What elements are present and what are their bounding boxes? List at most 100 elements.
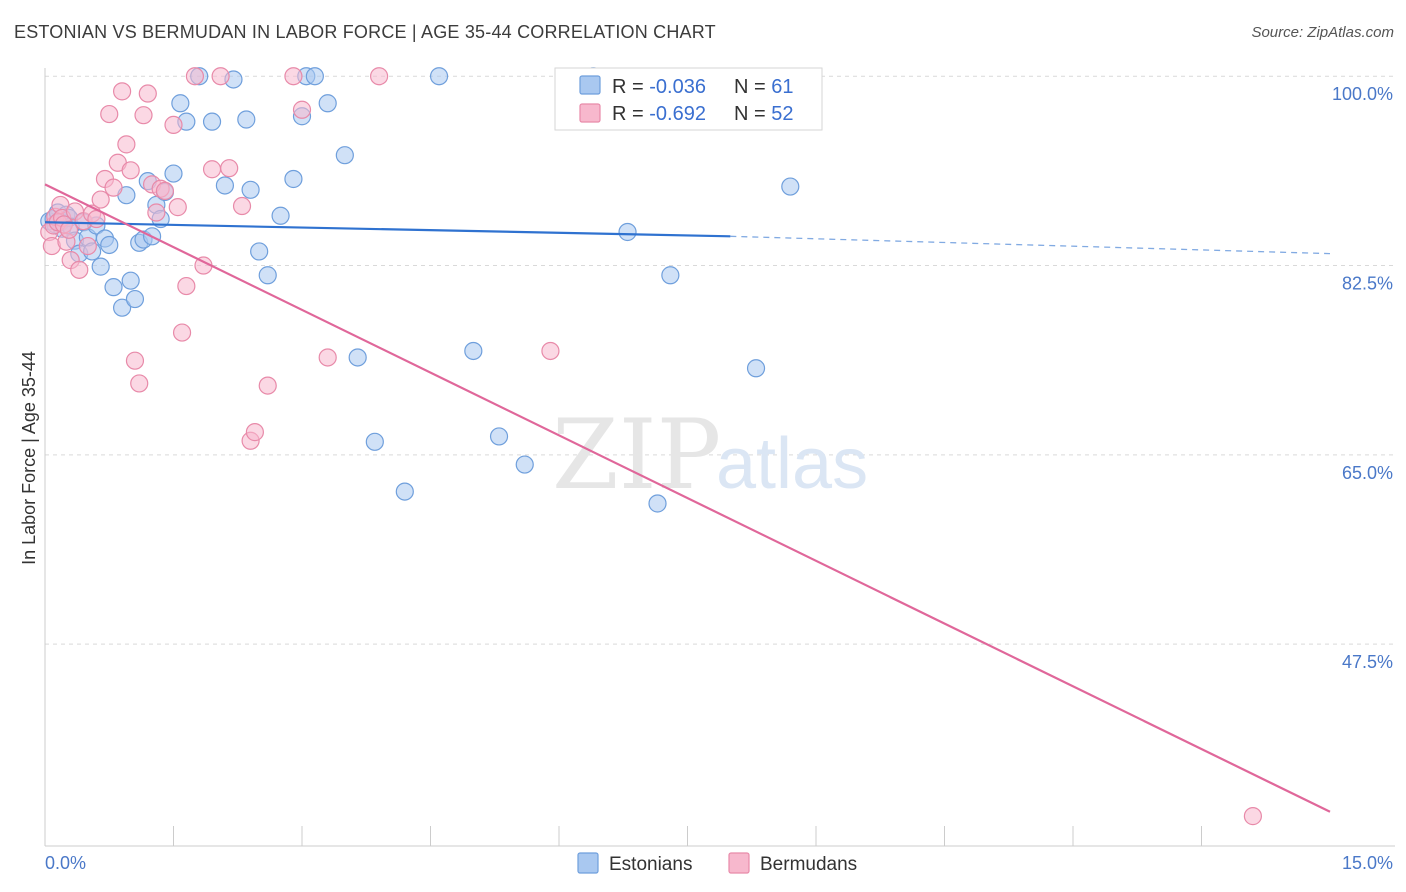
estonian-point [271, 206, 290, 225]
x-tick-labels: 0.0% 15.0% [45, 853, 1393, 873]
legend: R = -0.036 N = 61 R = -0.692 N = 52 [554, 67, 823, 131]
svg-text:N = 61: N = 61 [734, 76, 794, 98]
bottom-legend-swatch-estonians [577, 852, 599, 874]
estonian-point [258, 266, 277, 285]
legend-r-label: R = [612, 103, 649, 125]
bermudan-point [220, 159, 239, 178]
bermudan-point [59, 220, 79, 239]
estonian-point [125, 289, 145, 309]
trend-lines [44, 183, 1331, 813]
bermudan-point [164, 115, 183, 135]
legend-r-value: -0.692 [649, 103, 706, 125]
estonian-point [91, 257, 110, 276]
legend-n-value: 61 [771, 76, 793, 98]
estonian-point [121, 271, 140, 290]
bermudan-point [185, 67, 205, 86]
bermudan-point [130, 374, 149, 393]
bermudan-point [177, 276, 196, 296]
estonian-point [515, 455, 534, 474]
chart-title: ESTONIAN VS BERMUDAN IN LABOR FORCE | AG… [14, 22, 716, 42]
estonians-trend-line [44, 221, 731, 238]
bermudan-point [70, 260, 89, 279]
bermudan-point [100, 104, 119, 124]
data-points [40, 67, 1263, 826]
bermudan-point [318, 348, 337, 367]
svg-text:N = 52: N = 52 [734, 103, 794, 125]
estonian-point [395, 482, 414, 501]
legend-r-label: R = [612, 76, 649, 98]
bottom-legend-swatch-bermudans [728, 852, 750, 874]
legend-swatch-estonians [579, 75, 601, 95]
estonian-point [348, 348, 367, 367]
bermudan-point [1243, 807, 1263, 826]
y-tick-label: 100.0% [1332, 84, 1393, 104]
estonian-point [464, 341, 483, 361]
bottom-legend-bermudans: Bermudans [760, 854, 857, 875]
bermudan-point [232, 196, 252, 216]
y-tick-label: 47.5% [1342, 652, 1393, 672]
estonian-point [104, 278, 123, 297]
bermudan-point [104, 178, 123, 197]
bermudan-point [112, 82, 132, 101]
bermudan-point [258, 376, 277, 395]
bermudan-point [211, 67, 230, 86]
bermudan-point [147, 203, 166, 222]
legend-r-value: -0.036 [649, 76, 706, 98]
estonian-point [112, 298, 132, 317]
y-tick-labels: 100.0% 82.5% 65.0% 47.5% [1332, 84, 1393, 672]
watermark-zip: ZIP [552, 399, 721, 511]
bermudan-point [134, 106, 153, 125]
bermudan-point [292, 100, 312, 119]
legend-n-label: N = [734, 76, 771, 98]
bermudan-point [155, 181, 175, 200]
grid-lines [45, 75, 1395, 645]
bermudan-point [138, 84, 157, 103]
estonian-point [318, 94, 337, 113]
estonian-point [746, 359, 766, 378]
bermudan-point [245, 423, 264, 442]
estonian-point [250, 242, 269, 261]
y-tick-label: 82.5% [1342, 274, 1393, 294]
bottom-legend: Estonians Bermudans [577, 852, 857, 875]
bermudan-point [172, 323, 192, 342]
bottom-legend-estonians: Estonians [609, 854, 692, 875]
svg-text:R = -0.692: R = -0.692 [612, 103, 706, 125]
estonian-point [305, 67, 324, 86]
estonians-trend-extension [730, 235, 1331, 255]
estonian-point [164, 164, 183, 183]
bermudan-point [370, 67, 389, 86]
axes [44, 68, 1395, 847]
bermudan-point [284, 67, 303, 86]
bermudan-point [91, 190, 110, 209]
estonian-point [648, 494, 667, 513]
estonian-point [661, 266, 680, 285]
estonian-point [202, 112, 222, 131]
x-tick-label: 0.0% [45, 853, 86, 873]
bermudan-point [121, 161, 140, 180]
estonian-point [365, 432, 384, 451]
estonian-point [215, 176, 234, 195]
estonian-point [284, 169, 303, 189]
estonian-point [100, 235, 119, 255]
estonian-point [171, 94, 190, 113]
estonian-point [489, 427, 509, 446]
source-label: Source: ZipAtlas.com [1251, 24, 1394, 41]
watermark: ZIP atlas [552, 399, 868, 511]
estonian-point [241, 180, 260, 199]
y-tick-label: 65.0% [1342, 463, 1393, 483]
bermudan-point [168, 198, 187, 217]
svg-text:R = -0.036: R = -0.036 [612, 76, 706, 98]
bermudan-point [541, 341, 560, 361]
estonian-point [781, 177, 800, 196]
watermark-atlas: atlas [716, 424, 868, 504]
bermudan-point [125, 351, 145, 370]
bermudan-point [202, 160, 222, 179]
bermudan-point [78, 236, 97, 256]
legend-n-label: N = [734, 103, 771, 125]
legend-swatch-bermudans [579, 103, 601, 123]
x-tick-label: 15.0% [1342, 853, 1393, 873]
estonian-point [429, 67, 449, 86]
estonian-point [618, 222, 637, 242]
legend-n-value: 52 [771, 103, 793, 125]
